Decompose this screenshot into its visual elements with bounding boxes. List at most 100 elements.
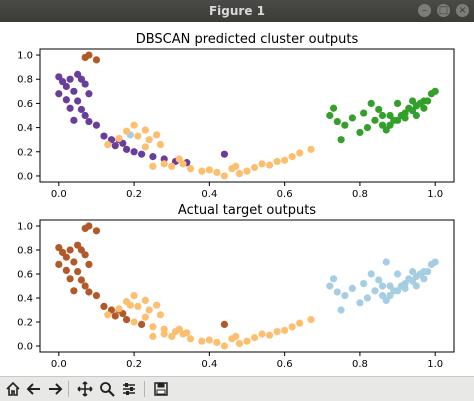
y-tick-label: 0.6 <box>17 270 33 281</box>
data-point <box>329 104 338 112</box>
data-point <box>258 160 266 168</box>
data-point <box>186 335 195 343</box>
data-point <box>153 301 161 309</box>
x-tick-label: 0.6 <box>277 359 293 370</box>
data-point <box>401 114 409 122</box>
data-point <box>424 97 432 105</box>
data-point <box>55 90 63 98</box>
data-point <box>141 313 149 321</box>
data-point <box>115 134 123 143</box>
data-point <box>198 337 206 345</box>
data-point <box>92 227 101 235</box>
y-tick-label: 0.0 <box>17 171 33 182</box>
data-point <box>412 111 420 120</box>
title-bar[interactable]: Figure 1 – □ × <box>0 0 474 22</box>
x-tick-label: 0.0 <box>51 189 67 200</box>
data-point <box>81 53 89 62</box>
data-point <box>153 131 161 139</box>
data-point <box>409 97 417 105</box>
data-point <box>115 305 123 313</box>
close-icon[interactable]: × <box>456 4 469 17</box>
data-point <box>62 266 70 274</box>
data-point <box>138 320 146 328</box>
data-point <box>235 169 244 178</box>
data-point <box>100 302 108 310</box>
data-point <box>85 260 93 268</box>
x-tick-label: 0.4 <box>201 359 217 370</box>
data-point <box>66 104 74 112</box>
configure-subplots-icon[interactable] <box>120 380 138 398</box>
data-point <box>326 111 334 120</box>
x-tick-label: 1.0 <box>427 189 443 200</box>
data-point <box>156 311 165 319</box>
zoom-icon[interactable] <box>98 380 116 398</box>
data-point <box>145 306 153 314</box>
data-point <box>307 145 315 153</box>
data-point <box>85 90 93 98</box>
data-point <box>250 334 259 342</box>
forward-arrow-icon[interactable] <box>46 380 64 398</box>
x-tick-label: 0.2 <box>126 189 142 200</box>
data-point <box>232 162 240 170</box>
save-icon[interactable] <box>152 380 170 398</box>
data-point <box>66 246 74 254</box>
data-point <box>281 326 289 334</box>
figure-canvas: DBSCAN predicted cluster outputs 0.0 0.2 0.… <box>0 22 474 376</box>
data-point <box>66 275 74 283</box>
data-point <box>111 312 119 320</box>
data-point <box>160 325 168 333</box>
data-point <box>175 155 183 163</box>
back-arrow-icon[interactable] <box>25 380 43 398</box>
data-point <box>141 126 149 134</box>
data-point <box>243 167 251 175</box>
y-tick-label: 0.2 <box>17 318 33 329</box>
data-point <box>168 162 176 170</box>
data-point <box>77 276 85 284</box>
maximize-icon[interactable]: □ <box>437 4 450 17</box>
data-point <box>122 316 131 324</box>
home-icon[interactable] <box>4 380 22 398</box>
data-point <box>367 270 375 278</box>
data-point <box>243 337 251 345</box>
data-point <box>250 163 259 172</box>
data-point <box>77 105 85 114</box>
data-point <box>273 328 281 336</box>
data-point <box>130 318 138 326</box>
data-point <box>341 292 349 300</box>
data-point <box>378 121 387 129</box>
data-point <box>386 121 394 129</box>
data-point <box>356 299 364 307</box>
data-point <box>85 117 93 126</box>
y-tick-label: 0.6 <box>17 99 33 110</box>
data-point <box>205 166 213 174</box>
x-tick-label: 1.0 <box>427 359 443 370</box>
data-point <box>70 258 78 266</box>
data-point <box>70 287 78 295</box>
data-point <box>409 107 417 115</box>
data-point <box>77 75 85 83</box>
data-point <box>126 301 134 309</box>
data-point <box>149 162 157 170</box>
data-point <box>235 340 244 348</box>
minimize-icon[interactable]: – <box>418 4 431 17</box>
window-title: Figure 1 <box>208 4 266 18</box>
data-point <box>213 168 221 176</box>
y-tick-label: 0.8 <box>17 75 33 86</box>
data-point <box>382 258 390 266</box>
data-point <box>363 123 372 132</box>
x-tick-label: 0.8 <box>352 189 368 200</box>
data-point <box>412 282 420 290</box>
data-point <box>55 73 63 81</box>
data-point <box>62 96 70 104</box>
data-point <box>375 105 383 114</box>
data-point <box>273 157 281 166</box>
data-point <box>296 149 304 157</box>
data-point <box>149 332 157 340</box>
data-point <box>70 116 78 124</box>
data-point <box>70 87 78 95</box>
data-point <box>401 284 409 292</box>
y-tick-label: 0.4 <box>17 294 33 305</box>
pan-icon[interactable] <box>76 380 94 398</box>
data-point <box>92 56 101 64</box>
